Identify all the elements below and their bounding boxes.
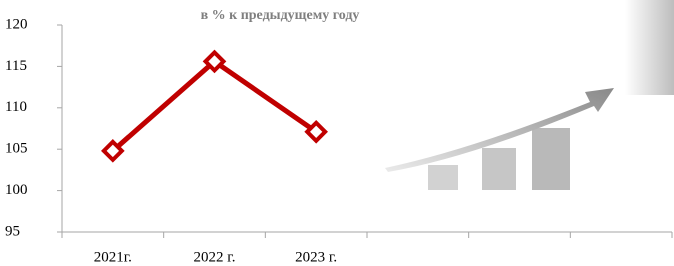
line <box>113 61 316 150</box>
x-tick-label: 2023 г. <box>295 249 337 265</box>
y-tick-label: 105 <box>5 141 28 157</box>
chart: в % к предыдущему году 95 100 105 110 115 120… <box>0 0 674 266</box>
decoration <box>385 88 614 190</box>
corner-shade <box>625 0 674 95</box>
y-tick-label: 120 <box>5 16 28 32</box>
y-tick-label: 100 <box>5 182 28 198</box>
y-tick-label: 110 <box>5 99 27 115</box>
y-tick-label: 95 <box>5 223 20 239</box>
y-tick-label: 115 <box>5 58 27 74</box>
chart-title: в % к предыдущему году <box>201 8 360 23</box>
x-tick-label: 2022 г. <box>194 249 236 265</box>
x-tick-label: 2021г. <box>94 249 132 265</box>
